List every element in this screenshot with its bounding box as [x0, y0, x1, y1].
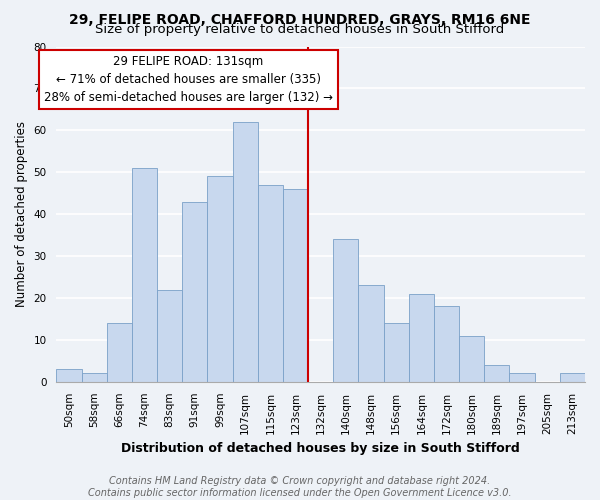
Bar — [82, 374, 107, 382]
X-axis label: Distribution of detached houses by size in South Stifford: Distribution of detached houses by size … — [121, 442, 520, 455]
Bar — [484, 365, 509, 382]
Y-axis label: Number of detached properties: Number of detached properties — [15, 121, 28, 307]
Bar — [434, 306, 459, 382]
Bar — [358, 286, 383, 382]
Bar — [333, 240, 358, 382]
Bar — [509, 374, 535, 382]
Text: Contains HM Land Registry data © Crown copyright and database right 2024.
Contai: Contains HM Land Registry data © Crown c… — [88, 476, 512, 498]
Bar — [182, 202, 208, 382]
Bar — [132, 168, 157, 382]
Text: 29, FELIPE ROAD, CHAFFORD HUNDRED, GRAYS, RM16 6NE: 29, FELIPE ROAD, CHAFFORD HUNDRED, GRAYS… — [69, 12, 531, 26]
Bar — [258, 185, 283, 382]
Bar — [157, 290, 182, 382]
Bar — [409, 294, 434, 382]
Bar — [383, 323, 409, 382]
Bar — [107, 323, 132, 382]
Bar — [459, 336, 484, 382]
Bar — [208, 176, 233, 382]
Bar — [56, 369, 82, 382]
Bar — [560, 374, 585, 382]
Text: 29 FELIPE ROAD: 131sqm
← 71% of detached houses are smaller (335)
28% of semi-de: 29 FELIPE ROAD: 131sqm ← 71% of detached… — [44, 55, 333, 104]
Bar — [233, 122, 258, 382]
Bar — [283, 189, 308, 382]
Text: Size of property relative to detached houses in South Stifford: Size of property relative to detached ho… — [95, 22, 505, 36]
